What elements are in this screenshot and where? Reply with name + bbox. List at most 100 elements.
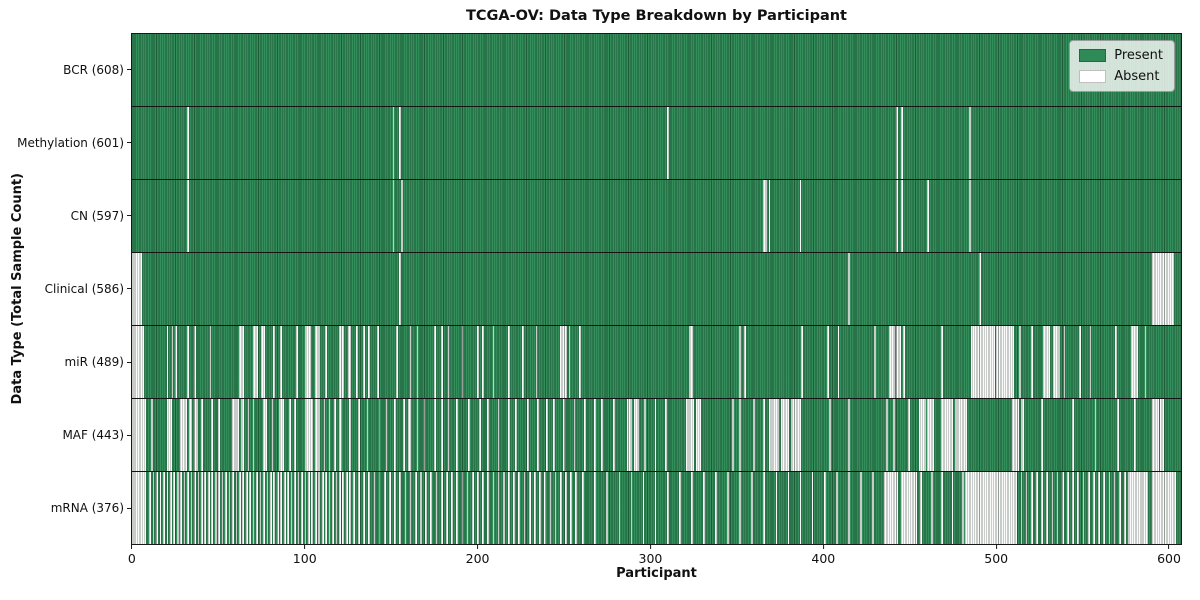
absent-stripe: [352, 472, 355, 544]
absent-stripe: [1041, 472, 1043, 544]
y-tick-mir: miR (489): [0, 326, 131, 399]
absent-stripe: [732, 399, 735, 471]
absent-stripe: [289, 399, 291, 471]
x-tick-label: 500: [984, 551, 1009, 566]
absent-stripe: [515, 399, 517, 471]
absent-stripe: [416, 399, 419, 471]
absent-stripe: [187, 180, 189, 252]
absent-stripe: [544, 472, 547, 544]
absent-stripe: [654, 399, 657, 471]
legend-label-present: Present: [1114, 48, 1163, 63]
absent-stripe: [487, 399, 490, 471]
absent-stripe: [188, 399, 193, 471]
absent-stripe: [1041, 399, 1043, 471]
absent-stripe: [266, 472, 269, 544]
absent-stripe: [835, 472, 838, 544]
absent-stripe: [644, 399, 647, 471]
absent-stripe: [232, 399, 239, 471]
absent-stripe: [497, 399, 500, 471]
absent-stripe: [559, 472, 562, 544]
absent-stripe: [356, 326, 358, 398]
absent-stripe: [918, 399, 926, 471]
absent-stripe: [573, 399, 576, 471]
absent-stripe: [363, 472, 365, 544]
absent-stripe: [301, 472, 303, 544]
absent-stripe: [1130, 326, 1138, 398]
absent-stripe: [685, 399, 695, 471]
absent-stripe: [482, 326, 484, 398]
absent-stripe: [401, 180, 403, 252]
absent-stripe: [1053, 326, 1061, 398]
absent-stripe: [477, 472, 479, 544]
absent-stripe: [349, 399, 352, 471]
absent-stripe: [345, 472, 348, 544]
absent-stripe: [1160, 399, 1164, 471]
y-tick-label: mRNA (376): [50, 501, 124, 516]
absent-stripe: [1061, 472, 1064, 544]
absent-stripe: [166, 399, 172, 471]
absent-stripe: [278, 399, 284, 471]
absent-stripe: [194, 326, 196, 398]
absent-stripe: [440, 399, 443, 471]
absent-stripe: [1082, 472, 1085, 544]
absent-stripe: [447, 399, 450, 471]
y-tick-label: CN (597): [70, 208, 124, 223]
y-tick-maf: MAF (443): [0, 399, 131, 472]
x-axis-ticks: 0 100 200 300 400 500 600: [128, 545, 1182, 569]
x-tick-label: 400: [811, 551, 836, 566]
absent-stripe: [1072, 472, 1075, 544]
absent-stripe: [132, 326, 145, 398]
absent-stripe: [245, 472, 248, 544]
absent-stripe: [423, 399, 426, 471]
absent-stripe: [232, 472, 234, 544]
absent-stripe: [225, 472, 227, 544]
absent-stripe: [399, 472, 402, 544]
x-tick-400: 400: [811, 545, 835, 566]
absent-stripe: [314, 399, 321, 471]
absent-stripe: [420, 472, 422, 544]
absent-stripe: [642, 472, 645, 544]
absent-stripe: [194, 399, 198, 471]
absent-stripe: [727, 472, 729, 544]
absent-stripe: [433, 399, 436, 471]
absent-stripe: [201, 472, 203, 544]
y-tickmark: [127, 288, 131, 290]
absent-stripe: [908, 399, 911, 471]
absent-stripe: [968, 107, 971, 179]
absent-stripe: [666, 107, 669, 179]
absent-stripe: [885, 399, 888, 471]
absent-stripe: [435, 472, 438, 544]
x-tick-600: 600: [1157, 545, 1181, 566]
y-tick-label: MAF (443): [62, 428, 124, 443]
absent-stripe: [211, 472, 214, 544]
absent-stripe: [414, 472, 417, 544]
absent-stripe: [204, 472, 207, 544]
absent-stripe: [753, 399, 755, 471]
absent-stripe: [1063, 326, 1066, 398]
absent-stripe: [132, 472, 146, 544]
absent-stripe: [304, 472, 307, 544]
absent-stripe: [166, 326, 169, 398]
absent-stripe: [1117, 399, 1119, 471]
absent-stripe: [594, 399, 597, 471]
absent-stripe: [787, 472, 790, 544]
absent-stripe: [363, 326, 365, 398]
absent-stripe: [276, 472, 279, 544]
absent-stripe: [665, 399, 667, 471]
absent-stripe: [221, 472, 224, 544]
y-tick-mrna: mRNA (376): [0, 472, 131, 545]
absent-stripe: [848, 253, 850, 325]
absent-stripe: [176, 472, 179, 544]
absent-stripe: [280, 472, 283, 544]
absent-stripe: [368, 326, 371, 398]
absent-stripe: [872, 472, 874, 544]
absent-stripe: [149, 472, 151, 544]
absent-stripe: [513, 472, 516, 544]
absent-stripe: [896, 180, 899, 252]
absent-stripe: [430, 472, 433, 544]
x-tickmark: [1168, 545, 1170, 549]
absent-stripe: [171, 326, 174, 398]
heatmap-row-methylation: [132, 107, 1181, 180]
absent-stripe: [187, 326, 189, 398]
